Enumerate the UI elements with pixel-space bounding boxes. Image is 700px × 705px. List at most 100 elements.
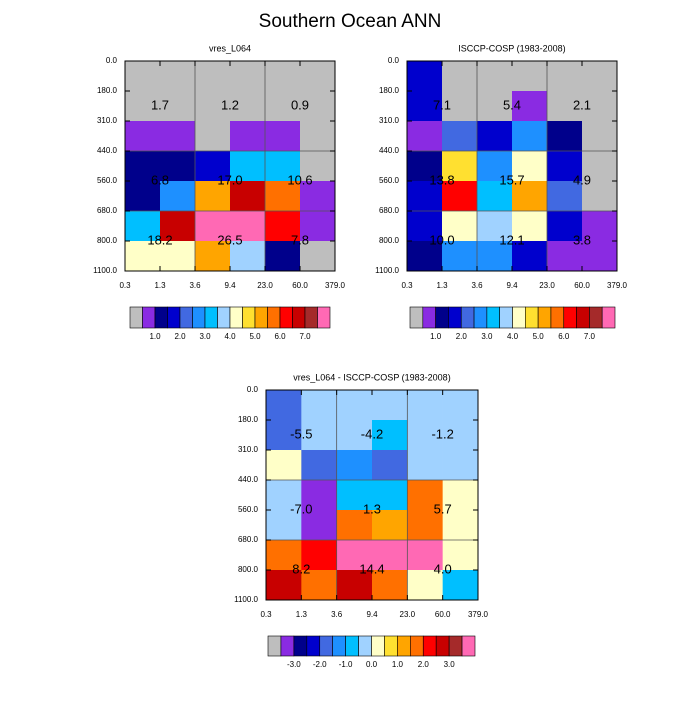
x-tick-label: 60.0 [435,610,451,619]
x-tick-label: 3.6 [471,281,483,290]
colorbar-tick-label: 6.0 [274,332,286,341]
y-tick-label: 680.0 [379,206,400,215]
y-tick-label: 180.0 [238,415,259,424]
colorbar-tick-label: 1.0 [392,660,404,669]
cell [372,510,408,541]
cell [442,480,479,511]
cell [372,420,408,451]
colorbar-box [142,306,156,329]
cell-label: 15.7 [499,172,524,187]
cell [442,510,479,541]
colorbar-box [576,306,590,329]
cell [512,61,548,92]
cell-label: -1.2 [431,426,453,441]
cell [160,61,196,92]
cell [512,241,548,272]
cell [582,151,618,182]
colorbar-box [512,306,526,329]
y-tick-label: 440.0 [379,146,400,155]
cell [125,181,161,212]
cell-label: 8.2 [292,561,310,576]
colorbar-box [601,306,616,329]
colorbar-tick-label: 7.0 [584,332,596,341]
colorbar-box [384,635,398,657]
cell-label: 1.7 [151,97,169,112]
cell-label: 4.9 [573,172,591,187]
colorbar-box [550,306,565,329]
colorbar-box [204,306,218,329]
cell [265,91,301,122]
cell [372,450,408,481]
panel-title: vres_L064 - ISCCP-COSP (1983-2008) [293,372,450,382]
y-tick-label: 560.0 [97,176,118,185]
cell [336,480,373,511]
cell [160,91,196,122]
cell [547,211,583,242]
colorbar-tick-label: -2.0 [313,660,327,669]
colorbar-box [358,635,372,657]
colorbar-box [129,306,143,329]
x-tick-label: 9.4 [224,281,236,290]
colorbar-box [345,635,359,657]
cell-label: 4.0 [434,561,452,576]
cell [160,121,196,152]
colorbar-tick-label: -1.0 [339,660,353,669]
cell [265,181,301,212]
colorbar-box [217,306,231,329]
cell [547,181,583,212]
colorbar-tick-label: 0.0 [366,660,378,669]
cell-label: -7.0 [290,501,312,516]
colorbar-box [267,306,281,329]
cell [336,570,373,601]
cell-label: 10.0 [429,232,454,247]
cell [125,121,161,152]
cell [442,420,479,451]
cell [300,91,336,122]
cell [300,241,336,272]
cell [372,540,408,571]
x-tick-label: 23.0 [400,610,416,619]
x-tick-label: 0.3 [119,281,131,290]
cell [582,211,618,242]
cell [442,570,479,601]
cell-label: 1.2 [221,97,239,112]
cell [266,540,302,571]
colorbar-box [371,635,385,657]
y-tick-label: 0.0 [388,56,400,65]
cell [512,181,548,212]
cell [336,450,373,481]
cell [477,211,513,242]
cell [512,151,548,182]
cell [582,241,618,272]
cell-label: 2.1 [573,97,591,112]
cell [582,91,618,122]
cell [582,121,618,152]
cell [407,121,443,152]
colorbar-box [242,306,256,329]
cell [195,91,231,122]
cell [266,390,302,421]
cell-label: 3.8 [573,232,591,247]
x-tick-label: 3.6 [331,610,343,619]
x-tick-label: 1.3 [296,610,308,619]
cell [547,121,583,152]
x-tick-label: 379.0 [607,281,628,290]
cell [372,570,408,601]
colorbar-tick-label: 2.0 [418,660,430,669]
cell [512,211,548,242]
cell [125,241,161,272]
y-tick-label: 680.0 [238,535,259,544]
colorbar-box [537,306,552,329]
colorbar-tick-label: 4.0 [507,332,519,341]
cell [195,241,231,272]
cell [160,241,196,272]
cell [125,91,161,122]
y-tick-label: 310.0 [379,116,400,125]
cell [407,450,443,481]
cell [266,450,302,481]
cell [407,570,443,601]
cell-label: 18.2 [147,232,172,247]
x-tick-label: 1.3 [436,281,448,290]
cell [336,540,373,571]
y-tick-label: 1100.0 [93,266,117,275]
